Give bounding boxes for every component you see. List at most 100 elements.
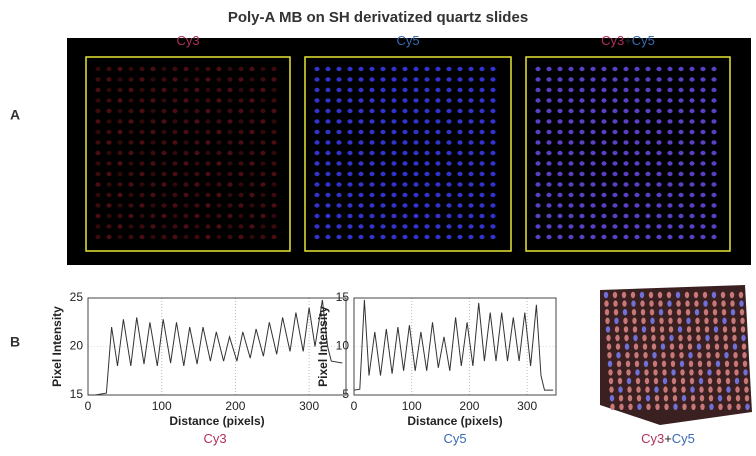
spot (656, 77, 662, 82)
y-tick-label: 15 (336, 290, 350, 304)
spot (424, 98, 430, 103)
spot (358, 77, 364, 82)
spot (347, 203, 353, 208)
spot (227, 171, 233, 177)
spot (336, 203, 342, 208)
surface-spot (714, 334, 719, 342)
spot (380, 161, 386, 166)
spot (128, 203, 134, 208)
spot (227, 108, 233, 114)
spot (700, 213, 706, 219)
spot (128, 140, 134, 145)
spot (413, 234, 419, 240)
spot (227, 66, 233, 72)
spot (139, 213, 145, 219)
surface-spot (740, 326, 746, 333)
spot (535, 66, 541, 72)
spot (238, 87, 244, 93)
spot (128, 77, 134, 82)
spot (128, 66, 134, 72)
spot (424, 161, 430, 166)
spot (391, 182, 397, 187)
spot (227, 161, 233, 166)
surface-spot (678, 334, 683, 342)
spot (457, 224, 463, 229)
spot (183, 161, 189, 166)
spot (325, 150, 331, 156)
spot (161, 87, 167, 93)
spot (557, 203, 563, 208)
spot (612, 203, 618, 208)
spot (325, 224, 331, 229)
x-tick-label: 100 (402, 399, 422, 413)
spot (260, 224, 266, 229)
spot (249, 98, 255, 103)
spot (106, 87, 112, 93)
spot (402, 213, 408, 219)
spot (336, 98, 342, 103)
surface-spot (668, 317, 673, 324)
caption: Cy3+Cy5 (641, 431, 695, 446)
spot (535, 77, 541, 82)
spot (645, 213, 651, 219)
spot (249, 77, 255, 82)
spot (216, 129, 222, 135)
spot (546, 213, 552, 219)
surface-spot (636, 395, 642, 402)
spot (535, 192, 541, 198)
spot (689, 161, 695, 166)
spot (446, 234, 452, 240)
spot (117, 192, 123, 198)
spot (227, 77, 233, 82)
spot (271, 234, 277, 240)
spot (590, 182, 596, 187)
surface-spot (634, 352, 639, 359)
caption: Cy3 (176, 33, 199, 48)
spot (700, 119, 706, 124)
spot (435, 203, 441, 208)
spot (711, 203, 717, 208)
spot (590, 224, 596, 229)
surface-spot (670, 352, 675, 359)
spot (391, 98, 397, 103)
spot (634, 161, 640, 166)
spot (678, 192, 684, 198)
spot (128, 108, 134, 114)
spot (656, 140, 662, 145)
spot (568, 213, 574, 219)
surface-spot (703, 309, 709, 316)
spot (413, 161, 419, 166)
figure-title: Poly-A MB on SH derivatized quartz slide… (228, 9, 528, 26)
surface-spot (617, 377, 623, 385)
spot (325, 87, 331, 93)
surface-spot (689, 369, 694, 376)
spot (347, 129, 353, 135)
spot (700, 161, 706, 166)
spot (106, 140, 112, 145)
spot (479, 213, 485, 219)
surface-spot (669, 334, 674, 342)
surface-spot (687, 334, 692, 342)
spot (535, 224, 541, 229)
spot (413, 224, 419, 229)
surface-spot (699, 395, 705, 402)
spot (216, 87, 222, 93)
surface-spot (680, 377, 686, 385)
spot (391, 87, 397, 93)
spot (391, 234, 397, 240)
surface-spot (633, 334, 638, 342)
spot (380, 182, 386, 187)
spot (546, 98, 552, 103)
spot (205, 203, 211, 208)
spot (457, 171, 463, 177)
spot (468, 213, 474, 219)
spot (535, 140, 541, 145)
spot (612, 234, 618, 240)
spot (468, 140, 474, 145)
surface-spot (735, 386, 740, 393)
spot (161, 98, 167, 103)
spot (634, 203, 640, 208)
spot (645, 234, 651, 240)
surface-spot (655, 403, 660, 410)
spot (689, 119, 695, 124)
